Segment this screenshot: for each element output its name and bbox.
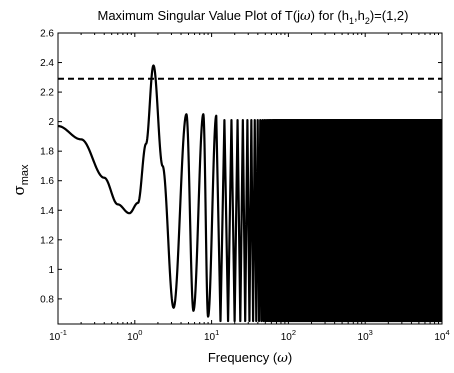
x-tick-label: 100 xyxy=(127,328,142,343)
x-tick-label: 10-1 xyxy=(49,328,67,343)
title-omega: ω xyxy=(300,9,311,24)
x-tick-label: 104 xyxy=(434,328,449,343)
y-tick-label: 2 xyxy=(48,117,54,128)
title-comma: ,h xyxy=(354,8,365,23)
xlabel-omega: ω xyxy=(277,351,288,366)
y-axis-label: σmax xyxy=(10,164,31,196)
ylabel-sub: max xyxy=(19,164,31,185)
x-axis-label: Frequency (ω) xyxy=(208,350,292,366)
x-tick-label: 102 xyxy=(281,328,296,343)
y-tick-label: 1.8 xyxy=(40,147,54,158)
y-tick-label: 1.4 xyxy=(40,206,54,217)
y-tick-label: 0.8 xyxy=(40,294,54,305)
y-tick-label: 2.2 xyxy=(40,88,54,99)
y-tick-label: 1.6 xyxy=(40,176,54,187)
plot-frame xyxy=(57,32,443,325)
title-mid: ) for (h xyxy=(311,8,349,23)
title-prefix: Maximum Singular Value Plot of T(j xyxy=(98,8,301,23)
ticks-layer: 0.8 1 1.2 1.4 1.6 1.8 2 2.2 2.4 2.6 10-1 100 101 102 1… xyxy=(40,29,450,344)
xlabel-suffix: ) xyxy=(288,350,292,365)
title-sub2: 2 xyxy=(365,16,370,26)
title-suffix: )=(1,2) xyxy=(370,8,409,23)
title-sub1: 1 xyxy=(349,16,354,26)
ylabel-sigma: σ xyxy=(10,185,28,195)
chart-title: Maximum Singular Value Plot of T(jω) for… xyxy=(98,8,409,26)
y-tick-label: 1.2 xyxy=(40,235,54,246)
oscillation-band xyxy=(262,120,442,322)
y-tick-label: 2.6 xyxy=(40,29,54,40)
xlabel-prefix: Frequency ( xyxy=(208,350,278,365)
y-tick-label: 2.4 xyxy=(40,58,54,69)
x-tick-label: 101 xyxy=(204,328,219,343)
y-tick-label: 1 xyxy=(48,265,54,276)
series-layer xyxy=(58,64,442,323)
x-tick-label: 103 xyxy=(358,328,373,343)
